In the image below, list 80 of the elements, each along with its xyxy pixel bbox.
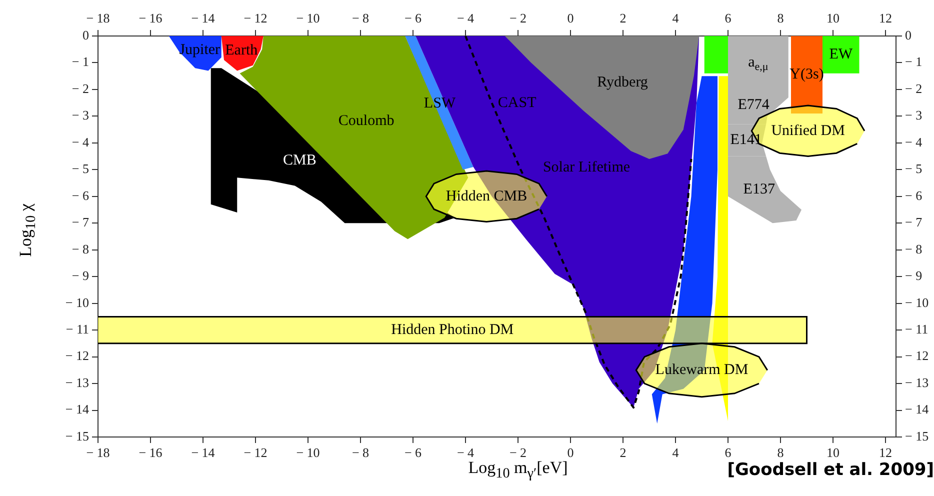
x2-tick-label: − 14: [191, 10, 216, 26]
x-tick-label: 8: [777, 445, 784, 460]
x-tick-label: − 16: [138, 445, 163, 460]
x2-tick-label: − 2: [509, 10, 527, 26]
x-tick-label: − 18: [86, 445, 110, 460]
x-tick-label: − 6: [404, 445, 422, 460]
y-tick-label: − 8: [72, 241, 89, 256]
x2-tick-label: 6: [724, 10, 732, 26]
y-tick-label: − 14: [65, 402, 90, 417]
x2-tick-label: 8: [777, 10, 784, 26]
series-label: Hidden CMB: [446, 188, 528, 204]
y2-tick-label: − 5: [905, 161, 922, 176]
x2-tick-label: 10: [826, 10, 840, 26]
y-tick-label: − 12: [65, 348, 89, 364]
x2-tick-label: 12: [879, 10, 892, 26]
y2-tick-label: 0: [905, 27, 912, 42]
series-label: E137: [743, 181, 776, 198]
x-tick-label: − 12: [244, 445, 268, 460]
x-axis-title: Log$_{10}$ m$_{γ′}$[eV]: [468, 458, 568, 482]
x-tick-label: 2: [620, 445, 626, 460]
series-label: LSW: [424, 95, 456, 112]
y2-tick-label: − 4: [905, 134, 923, 150]
x2-tick-label: 0: [567, 10, 574, 26]
y-tick-label: 0: [82, 27, 89, 42]
x-tick-label: 10: [826, 445, 840, 460]
y-tick-label: − 3: [72, 108, 89, 123]
y2-tick-label: − 6: [905, 188, 923, 203]
y2-tick-label: − 8: [905, 241, 922, 256]
x2-tick-label: 4: [672, 10, 680, 26]
y-tick-label: − 4: [72, 134, 90, 150]
x-tick-label: − 10: [296, 445, 320, 460]
y-tick-label: − 1: [72, 54, 89, 70]
y2-tick-label: − 9: [905, 268, 922, 284]
series-label: CMB: [282, 152, 316, 169]
series-label: Solar Lifetime: [542, 159, 630, 176]
y2-tick-label: − 3: [905, 108, 922, 123]
x-tick-label: − 8: [352, 445, 370, 460]
y2-tick-label: − 10: [905, 294, 929, 310]
series-label: EW: [829, 46, 854, 63]
series-label: Earth: [225, 42, 258, 58]
x2-tick-label: 2: [620, 10, 626, 26]
x-tick-label: 6: [724, 445, 732, 460]
y-tick-label: − 6: [72, 188, 90, 203]
x2-tick-label: − 6: [404, 10, 422, 26]
y-tick-label: − 11: [66, 321, 89, 336]
y2-tick-label: − 11: [905, 321, 928, 336]
x-tick-label: 0: [567, 445, 574, 460]
x2-tick-label: − 4: [456, 10, 475, 26]
y-tick-label: − 5: [72, 161, 89, 176]
series-label: Jupiter: [179, 42, 220, 58]
y-tick-label: − 13: [65, 374, 89, 390]
y2-tick-label: − 1: [905, 54, 922, 70]
series-label: Coulomb: [338, 112, 394, 129]
series-label: Rydberg: [597, 74, 648, 91]
x2-tick-label: − 10: [296, 10, 320, 26]
y2-tick-label: − 15: [905, 428, 929, 444]
x-tick-label: − 14: [191, 445, 216, 460]
y-tick-label: − 7: [72, 214, 90, 230]
x2-tick-label: − 16: [138, 10, 163, 26]
series-label: CAST: [498, 94, 536, 111]
text: [Goodsell et al. 2009]: [727, 460, 934, 480]
y-tick-label: − 15: [65, 428, 89, 444]
y2-tick-label: − 13: [905, 374, 929, 390]
y2-tick-label: − 2: [905, 80, 922, 96]
x-tick-label: 4: [672, 445, 680, 460]
x-tick-label: − 2: [509, 445, 527, 460]
y-tick-label: − 9: [72, 268, 89, 284]
y-tick-label: − 2: [72, 80, 89, 96]
x-tick-label: 12: [879, 445, 892, 460]
x2-tick-label: − 18: [86, 10, 110, 26]
y2-tick-label: − 7: [905, 214, 923, 230]
x2-tick-label: − 8: [352, 10, 370, 26]
y2-tick-label: − 14: [905, 402, 930, 417]
series-label: Hidden Photino DM: [391, 322, 514, 338]
series-label: Unified DM: [771, 122, 845, 139]
y-tick-label: − 10: [65, 294, 89, 310]
series-label: E774: [738, 97, 770, 114]
x2-tick-label: − 12: [244, 10, 268, 26]
y2-tick-label: − 12: [905, 348, 929, 364]
x-tick-label: − 4: [456, 445, 475, 460]
